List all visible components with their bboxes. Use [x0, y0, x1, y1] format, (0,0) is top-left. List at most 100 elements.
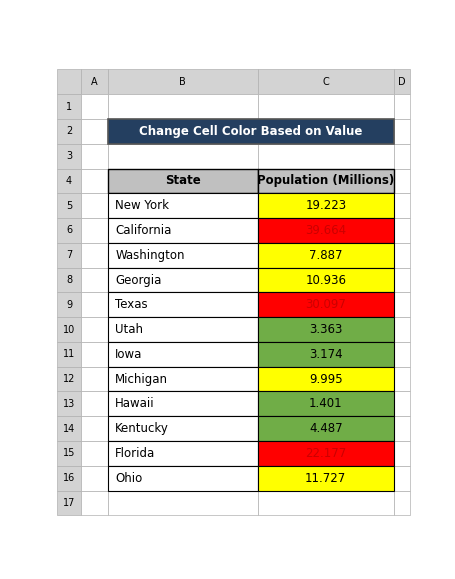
Bar: [257, 367, 393, 391]
Bar: [57, 317, 81, 342]
Text: Iowa: Iowa: [115, 348, 142, 361]
Bar: [57, 466, 81, 490]
Text: Utah: Utah: [115, 323, 143, 336]
Text: 4.487: 4.487: [308, 422, 342, 435]
Bar: [81, 367, 107, 391]
Bar: [57, 69, 81, 94]
Bar: [81, 218, 107, 243]
Bar: [107, 441, 257, 466]
Bar: [257, 193, 393, 218]
Bar: [393, 243, 410, 267]
Bar: [393, 490, 410, 515]
Bar: [257, 292, 393, 317]
Bar: [257, 416, 393, 441]
Bar: [81, 193, 107, 218]
Text: California: California: [115, 224, 172, 237]
Bar: [257, 243, 393, 267]
Bar: [107, 391, 257, 416]
Text: 8: 8: [66, 275, 72, 285]
Bar: [107, 466, 257, 490]
Text: Change Cell Color Based on Value: Change Cell Color Based on Value: [139, 125, 362, 138]
Bar: [257, 317, 393, 342]
Bar: [81, 144, 107, 168]
Text: 1.401: 1.401: [308, 397, 342, 411]
Text: 7.887: 7.887: [308, 249, 342, 262]
Bar: [257, 490, 393, 515]
Text: 9: 9: [66, 300, 72, 310]
Bar: [257, 441, 393, 466]
Bar: [57, 168, 81, 193]
Bar: [257, 193, 393, 218]
Bar: [107, 267, 257, 292]
Bar: [257, 218, 393, 243]
Bar: [257, 168, 393, 193]
Bar: [57, 193, 81, 218]
Bar: [393, 292, 410, 317]
Text: Population (Millions): Population (Millions): [257, 174, 394, 188]
Bar: [57, 119, 81, 144]
Bar: [57, 267, 81, 292]
Bar: [257, 94, 393, 119]
Bar: [393, 416, 410, 441]
Text: 10: 10: [63, 325, 75, 335]
Bar: [81, 119, 107, 144]
Bar: [57, 490, 81, 515]
Bar: [257, 416, 393, 441]
Bar: [57, 416, 81, 441]
Bar: [257, 441, 393, 466]
Bar: [107, 243, 257, 267]
Text: Georgia: Georgia: [115, 273, 162, 287]
Text: New York: New York: [115, 199, 169, 212]
Bar: [393, 94, 410, 119]
Text: State: State: [164, 174, 200, 188]
Bar: [107, 292, 257, 317]
Text: Kentucky: Kentucky: [115, 422, 169, 435]
Text: B: B: [179, 77, 186, 87]
Text: 6: 6: [66, 225, 72, 236]
Text: 11: 11: [63, 349, 75, 360]
Bar: [81, 69, 107, 94]
Text: D: D: [397, 77, 405, 87]
Bar: [81, 317, 107, 342]
Bar: [57, 218, 81, 243]
Text: 3: 3: [66, 151, 72, 161]
Text: 2: 2: [66, 126, 72, 137]
Bar: [393, 367, 410, 391]
Bar: [81, 391, 107, 416]
Bar: [393, 317, 410, 342]
Text: 11.727: 11.727: [304, 472, 346, 485]
Text: 5: 5: [66, 201, 72, 211]
Bar: [57, 367, 81, 391]
Bar: [107, 168, 257, 193]
Bar: [107, 267, 257, 292]
Bar: [107, 367, 257, 391]
Bar: [393, 144, 410, 168]
Bar: [393, 218, 410, 243]
Text: 3.363: 3.363: [308, 323, 342, 336]
Bar: [107, 342, 257, 367]
Text: Hawaii: Hawaii: [115, 397, 155, 411]
Bar: [257, 168, 393, 193]
Text: 19.223: 19.223: [304, 199, 345, 212]
Bar: [393, 441, 410, 466]
Bar: [81, 466, 107, 490]
Bar: [81, 94, 107, 119]
Bar: [57, 144, 81, 168]
Bar: [393, 69, 410, 94]
Bar: [257, 391, 393, 416]
Text: Florida: Florida: [115, 447, 155, 460]
Text: 16: 16: [63, 473, 75, 483]
Text: 30.097: 30.097: [305, 298, 345, 312]
Bar: [107, 69, 257, 94]
Bar: [107, 317, 257, 342]
Bar: [393, 193, 410, 218]
Bar: [57, 94, 81, 119]
Bar: [57, 292, 81, 317]
Bar: [393, 466, 410, 490]
Bar: [81, 243, 107, 267]
Bar: [107, 416, 257, 441]
Bar: [257, 342, 393, 367]
Bar: [107, 144, 257, 168]
Bar: [107, 119, 393, 144]
Text: 10.936: 10.936: [304, 273, 345, 287]
